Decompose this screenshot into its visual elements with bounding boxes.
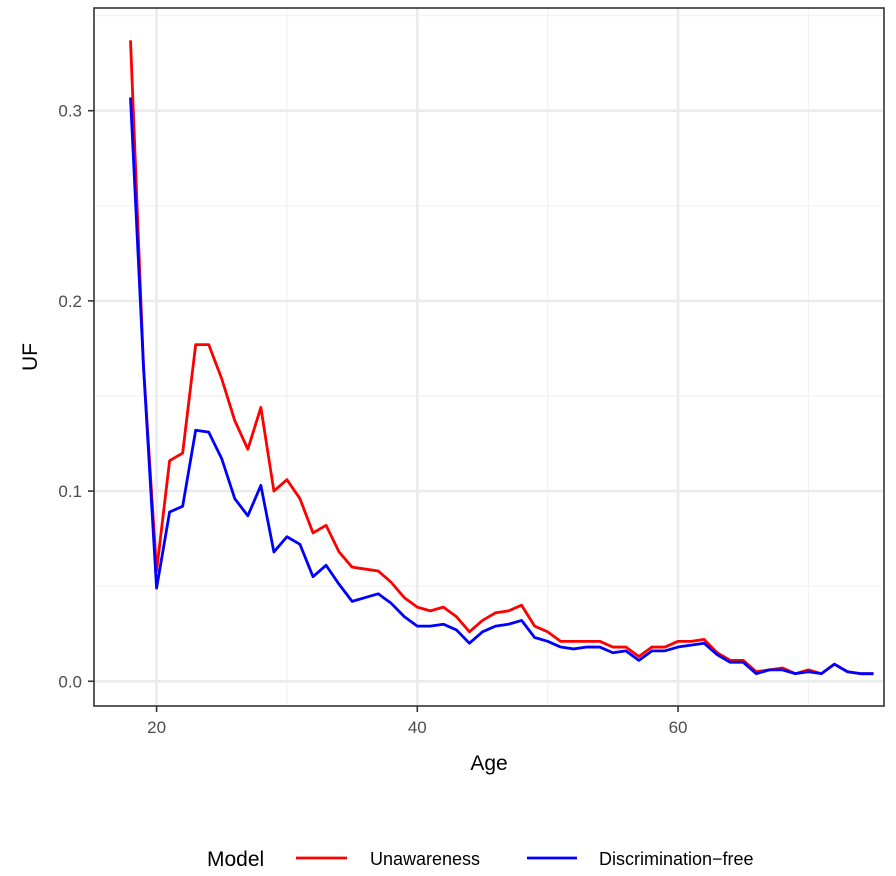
y-tick-label: 0.3 <box>58 102 82 121</box>
y-tick-label: 0.2 <box>58 292 82 311</box>
legend-title: Model <box>207 848 264 871</box>
series-line-unawareness <box>129 40 874 676</box>
y-tick-label: 0.1 <box>58 482 82 501</box>
axis-ticks: 20 40 60 0.0 0.1 0.2 0.3 <box>58 102 687 737</box>
series-lines <box>129 40 874 676</box>
x-tick-label: 40 <box>408 718 427 737</box>
x-tick-label: 60 <box>669 718 688 737</box>
legend-label-unawareness: Unawareness <box>370 849 480 869</box>
plot-border <box>93 7 885 707</box>
series-line-discrimination-free <box>129 97 874 676</box>
x-tick-label: 20 <box>147 718 166 737</box>
legend-label-discrimination-free: Discrimination−free <box>599 849 754 869</box>
y-axis-title: UF <box>19 343 42 371</box>
y-tick-label: 0.0 <box>58 672 82 691</box>
x-axis-title: Age <box>470 752 507 775</box>
gridlines <box>94 8 884 706</box>
legend: Model Unawareness Discrimination−free <box>207 848 754 871</box>
